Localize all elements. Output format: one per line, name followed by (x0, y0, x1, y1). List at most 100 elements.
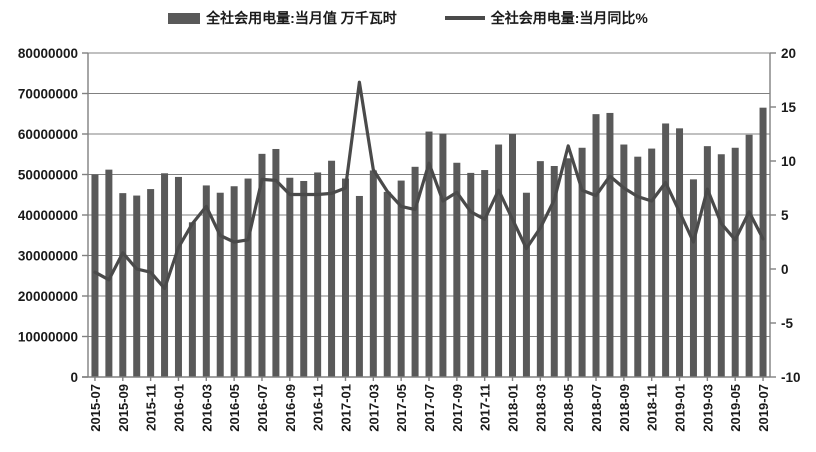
bar-2017-05 (397, 180, 405, 377)
svg-text:2016-03: 2016-03 (199, 384, 214, 432)
bar-2017-12 (495, 144, 503, 377)
bar-2016-04 (216, 192, 224, 377)
bar-2017-04 (383, 191, 391, 377)
bar-2016-05 (230, 186, 238, 377)
svg-text:5: 5 (781, 208, 789, 223)
bar-2018-05 (564, 158, 572, 377)
svg-text:2016-01: 2016-01 (171, 384, 186, 432)
bar-2018-10 (634, 156, 642, 377)
svg-text:0: 0 (781, 262, 789, 277)
bar-2018-02 (522, 192, 530, 377)
bar-2016-07 (258, 153, 266, 377)
bar-2019-01 (676, 128, 684, 377)
bar-2019-03 (703, 146, 711, 377)
bar-2016-02 (188, 222, 196, 377)
bar-2016-09 (286, 177, 294, 377)
bar-2016-01 (174, 176, 182, 377)
bar-2017-07 (425, 131, 433, 377)
bar-2017-09 (453, 162, 461, 377)
bar-2017-11 (481, 170, 489, 377)
bar-2019-04 (717, 154, 725, 377)
svg-text:-5: -5 (781, 316, 793, 331)
svg-text:15: 15 (781, 100, 797, 115)
svg-text:2017-01: 2017-01 (338, 384, 353, 432)
bar-2016-03 (202, 185, 210, 377)
bar-2018-09 (620, 144, 628, 377)
bar-2016-10 (300, 180, 308, 377)
legend-item-line-series: 全社会用电量:当月同比% (444, 8, 648, 28)
svg-text:2016-11: 2016-11 (311, 384, 326, 431)
bar-2019-06 (745, 134, 753, 377)
svg-text:2015-07: 2015-07 (88, 384, 103, 432)
svg-text:2017-11: 2017-11 (478, 384, 493, 431)
left-axis-labels: 0 10000000 20000000 30000000 40000000 5000000… (18, 46, 78, 385)
legend-line-label: 全社会用电量:当月同比% (490, 10, 648, 26)
axes (82, 52, 776, 381)
svg-text:2017-07: 2017-07 (422, 384, 437, 432)
svg-text:40000000: 40000000 (18, 208, 78, 223)
svg-text:2016-07: 2016-07 (255, 384, 270, 432)
bar-2017-10 (467, 172, 475, 377)
bar-2015-11 (147, 189, 155, 377)
svg-text:2018-09: 2018-09 (617, 384, 632, 432)
bar-2018-01 (509, 134, 517, 377)
bar-2015-07 (91, 174, 99, 377)
svg-text:2018-01: 2018-01 (506, 384, 521, 432)
bar-2015-09 (119, 193, 127, 377)
svg-text:2019-01: 2019-01 (673, 384, 688, 432)
svg-text:2019-07: 2019-07 (756, 384, 771, 432)
line-series-swatch-icon (444, 16, 485, 20)
svg-text:20: 20 (781, 46, 796, 61)
svg-text:2016-05: 2016-05 (227, 384, 242, 432)
bar-2016-12 (328, 160, 336, 377)
svg-text:30000000: 30000000 (18, 249, 78, 264)
line-series (93, 80, 765, 290)
svg-text:0: 0 (70, 370, 78, 385)
svg-text:60000000: 60000000 (18, 127, 78, 142)
bar-2017-08 (439, 133, 447, 377)
bar-2017-01 (341, 178, 349, 377)
bar-2017-02 (355, 195, 363, 377)
bar-2019-07 (759, 107, 767, 378)
bar-2018-04 (550, 165, 558, 377)
bar-2017-03 (369, 170, 377, 377)
bar-2016-08 (272, 148, 280, 377)
bar-2018-11 (648, 148, 656, 377)
bar-2015-08 (105, 169, 113, 377)
bar-2018-08 (606, 112, 614, 377)
svg-text:2016-09: 2016-09 (283, 384, 298, 432)
svg-text:20000000: 20000000 (18, 289, 78, 304)
bar-2015-10 (133, 195, 141, 377)
bar-2018-03 (536, 161, 544, 377)
svg-text:2017-09: 2017-09 (450, 384, 465, 432)
bar-2019-02 (689, 179, 697, 377)
bar-series-swatch-icon (168, 12, 201, 24)
svg-text:2018-11: 2018-11 (645, 384, 660, 431)
svg-text:10: 10 (781, 154, 796, 169)
bar-2019-05 (731, 147, 739, 377)
bar-series (91, 107, 767, 378)
x-axis-labels: 2015-07 2015-09 2015-11 2016-01 2016-03 2016-… (88, 384, 771, 432)
svg-text:2017-03: 2017-03 (366, 384, 381, 432)
svg-text:2017-05: 2017-05 (394, 384, 409, 432)
svg-text:2015-09: 2015-09 (116, 384, 131, 432)
bar-2016-06 (244, 178, 252, 377)
bar-2017-06 (411, 166, 419, 377)
svg-text:2019-05: 2019-05 (728, 384, 743, 432)
svg-text:2018-07: 2018-07 (589, 384, 604, 432)
svg-text:80000000: 80000000 (18, 46, 78, 61)
bar-2016-11 (314, 172, 322, 377)
legend-item-bar-series: 全社会用电量:当月值 万千瓦时 (168, 8, 397, 28)
chart-legend: 全社会用电量:当月值 万千瓦时 全社会用电量:当月同比% (0, 8, 816, 28)
svg-text:70000000: 70000000 (18, 87, 78, 102)
bar-2018-12 (662, 123, 670, 377)
svg-text:2015-11: 2015-11 (144, 384, 159, 431)
bar-2018-07 (592, 114, 600, 377)
svg-text:2019-03: 2019-03 (700, 384, 715, 432)
svg-text:10000000: 10000000 (18, 330, 78, 345)
svg-text:2018-05: 2018-05 (561, 384, 576, 432)
svg-text:-10: -10 (781, 370, 801, 385)
svg-text:50000000: 50000000 (18, 168, 78, 183)
